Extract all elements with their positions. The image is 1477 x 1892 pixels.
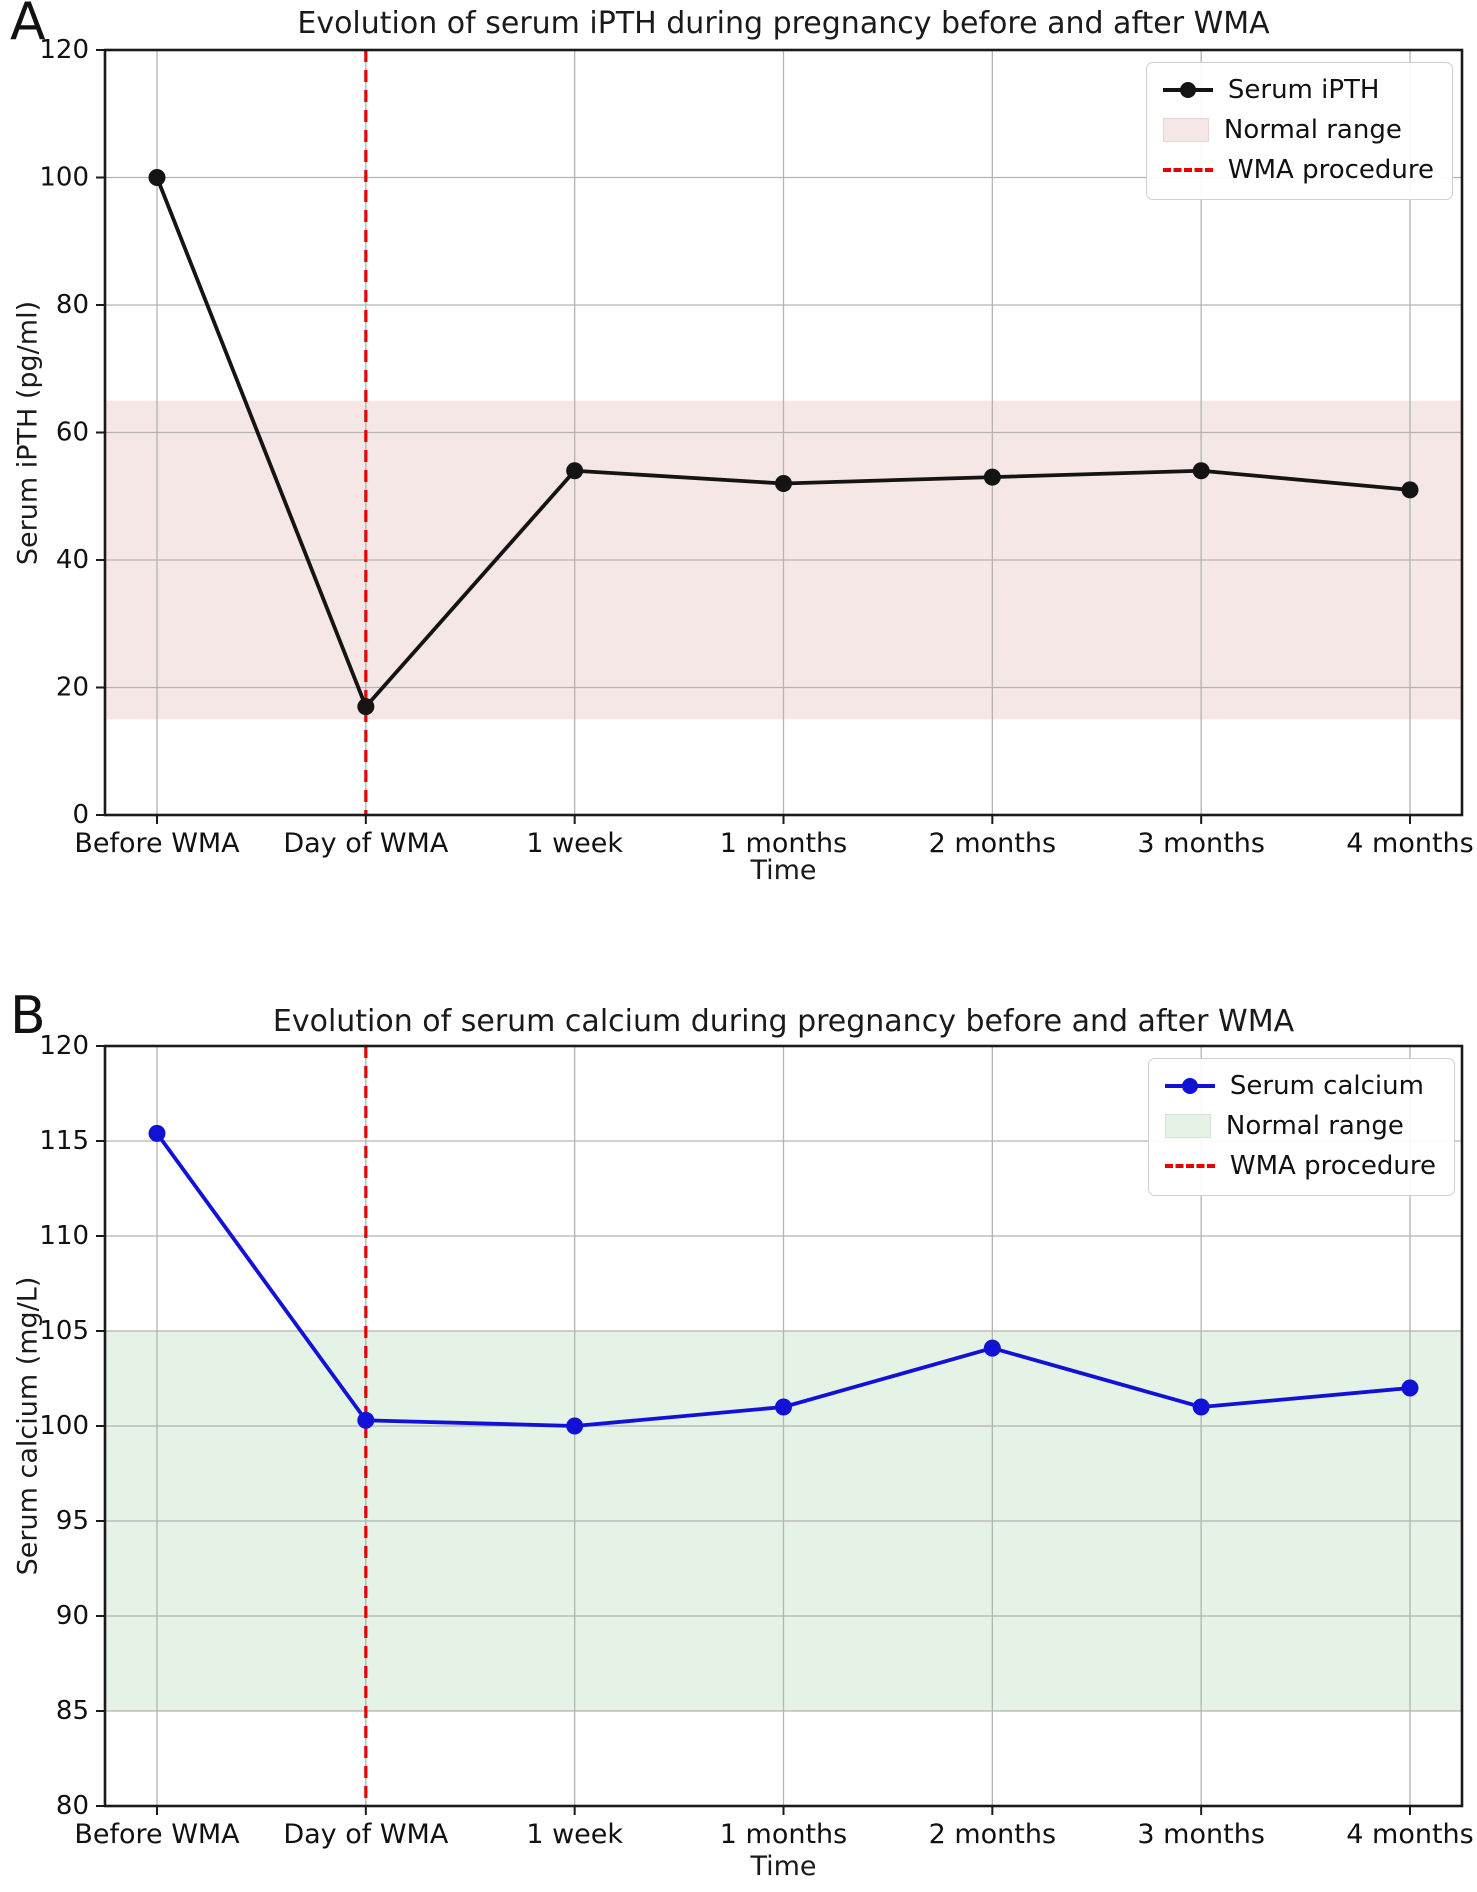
series-line-marker-icon (1164, 1076, 1215, 1096)
y-tick-label: 100 (39, 163, 89, 193)
x-tick-label: 1 months (720, 1819, 847, 1850)
chart-a-x-axis-label: Time (750, 855, 817, 886)
legend-event-line-label: WMA procedure (1229, 1151, 1436, 1181)
y-tick-label: 40 (56, 545, 89, 575)
legend-item-event-line: WMA procedure (1164, 1151, 1436, 1181)
chart-b-plot: 80 85 90 95 100 105 110 115 120 Before WMA Day of … (39, 1031, 1473, 1850)
panel-letter-b: B (10, 986, 46, 1046)
legend-normal-range-label: Normal range (1223, 115, 1402, 145)
legend-normal-range-label: Normal range (1225, 1111, 1404, 1141)
dashed-line-icon (1162, 168, 1213, 172)
chart-b-legend: Serum calcium Normal range WMA procedure (1147, 1058, 1455, 1196)
data-point (983, 468, 1001, 486)
data-point (1401, 481, 1419, 499)
data-point (1192, 1398, 1210, 1416)
legend-series-label: Serum calcium (1229, 1071, 1424, 1101)
legend-item-normal-range: Normal range (1164, 1111, 1436, 1141)
x-tick-label: 1 week (526, 1819, 623, 1850)
data-point (983, 1339, 1001, 1357)
x-tick-label: 1 months (720, 828, 847, 859)
y-tick-label: 120 (39, 1031, 89, 1061)
y-tick-label: 0 (72, 800, 89, 830)
figure-panel-a: A Evolution of serum iPTH during pregnan… (10, 0, 1474, 886)
y-tick-label: 20 (56, 673, 89, 703)
x-tick-label: 4 months (1346, 828, 1473, 859)
y-tick-label: 80 (56, 1791, 89, 1821)
panel-letter-a: A (10, 0, 46, 52)
normal-range-patch-icon (1164, 1114, 1211, 1138)
data-point (775, 475, 792, 492)
data-point (566, 462, 584, 480)
y-tick-label: 85 (56, 1696, 89, 1726)
legend-series-label: Serum iPTH (1227, 75, 1380, 105)
y-tick-label: 105 (39, 1316, 89, 1346)
y-tick-label: 120 (39, 35, 89, 65)
data-point (148, 1124, 166, 1142)
data-point (357, 1411, 375, 1429)
x-tick-label: 1 week (526, 828, 623, 859)
chart-b-title: Evolution of serum calcium during pregna… (272, 1004, 1295, 1039)
x-tick-label: 4 months (1346, 1819, 1473, 1850)
data-point (566, 1417, 584, 1435)
normal-range-patch-icon (1162, 118, 1209, 142)
y-tick-label: 100 (39, 1411, 89, 1441)
figure-panel-b: B Evolution of serum calcium during preg… (0, 946, 1477, 1892)
x-tick-label: 3 months (1137, 1819, 1264, 1850)
x-tick-label: 3 months (1137, 828, 1264, 859)
legend-item-series: Serum calcium (1164, 1071, 1436, 1101)
legend-item-event-line: WMA procedure (1162, 155, 1434, 185)
x-tick-label: Before WMA (74, 828, 240, 859)
series-line-marker-icon (1162, 80, 1213, 100)
data-point (148, 169, 166, 186)
dashed-line-icon (1164, 1164, 1215, 1168)
x-tick-label: 2 months (929, 1819, 1056, 1850)
y-tick-label: 80 (56, 290, 89, 320)
data-point (1192, 462, 1210, 480)
y-tick-label: 95 (56, 1506, 89, 1536)
legend-event-line-label: WMA procedure (1227, 155, 1434, 185)
x-tick-label: Before WMA (74, 1819, 240, 1850)
chart-b-x-axis-label: Time (750, 1851, 817, 1882)
y-tick-label: 110 (39, 1221, 89, 1251)
x-tick-label: Day of WMA (283, 1819, 448, 1850)
x-tick-label: 2 months (929, 828, 1056, 859)
x-tick-label: Day of WMA (283, 828, 448, 859)
data-point (1401, 1379, 1419, 1397)
chart-a-legend: Serum iPTH Normal range WMA procedure (1145, 62, 1453, 200)
chart-a-plot: 0 20 40 60 80 100 120 Before WMA Day of WMA 1 wee… (39, 35, 1473, 859)
legend-item-normal-range: Normal range (1162, 115, 1434, 145)
y-tick-label: 60 (56, 418, 89, 448)
data-point (357, 698, 375, 716)
legend-item-series: Serum iPTH (1162, 75, 1434, 105)
data-point (775, 1398, 792, 1416)
y-tick-label: 115 (39, 1126, 89, 1156)
y-tick-label: 90 (56, 1601, 89, 1631)
chart-a-title: Evolution of serum iPTH during pregnancy… (297, 6, 1270, 41)
